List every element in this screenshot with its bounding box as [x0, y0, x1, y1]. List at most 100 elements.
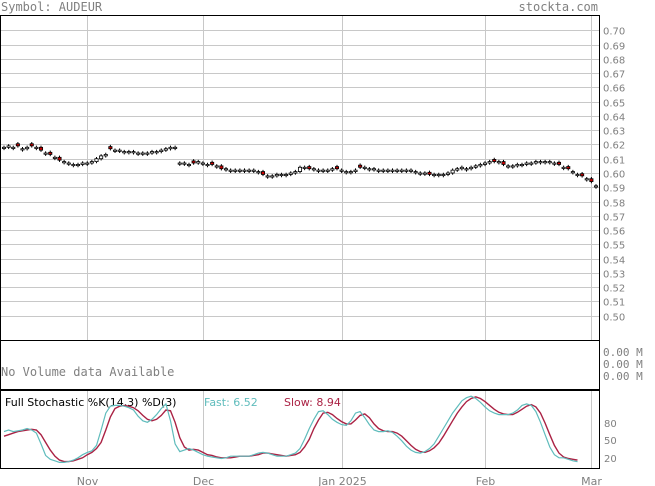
candle-up — [223, 168, 229, 171]
candle-up — [168, 146, 173, 150]
candle-up — [228, 169, 233, 172]
candle-down — [260, 171, 266, 175]
candle-up — [293, 171, 298, 174]
candle-up — [11, 146, 16, 149]
candle-up — [330, 168, 335, 171]
symbol-label: Symbol: AUDEUR — [1, 0, 103, 14]
candle-up — [256, 171, 261, 174]
candle-up — [159, 149, 164, 152]
candle-up — [432, 174, 437, 177]
candle-up — [163, 148, 168, 151]
candle-up — [251, 169, 256, 172]
candle-up — [6, 145, 11, 148]
candle-down — [501, 161, 506, 165]
candle-up — [385, 169, 390, 172]
price-tick-label: 0.69 — [603, 42, 625, 53]
candle-up — [561, 166, 566, 169]
x-axis-label: Feb — [476, 475, 495, 486]
candle-up — [316, 169, 321, 172]
candle-up — [506, 165, 511, 168]
candle-up — [344, 171, 349, 174]
stochastic-fast-line — [3, 395, 578, 463]
stochastic-slow-label: Slow: 8.94 — [284, 396, 341, 409]
candle-up — [552, 162, 557, 165]
candle-up — [538, 161, 543, 164]
candle-up — [103, 154, 108, 157]
candle-down — [556, 161, 562, 165]
candle-up — [75, 164, 81, 167]
candle-up — [89, 161, 94, 164]
candle-up — [112, 149, 118, 152]
price-tick-label: 0.60 — [603, 170, 625, 181]
stochastic-tick: 20 — [604, 454, 617, 465]
stochastic-fast-label: Fast: 6.52 — [204, 396, 258, 409]
candle-up — [288, 172, 293, 175]
volume-message: No Volume data Available — [1, 365, 174, 379]
candle-up — [441, 174, 446, 177]
candle-up — [34, 146, 39, 149]
candle-up — [418, 172, 423, 175]
candle-up — [71, 164, 76, 167]
price-tick-label: 0.70 — [603, 27, 625, 38]
x-axis-label: Nov — [77, 475, 99, 486]
price-tick-label: 0.66 — [603, 84, 625, 95]
candle-up — [52, 156, 57, 159]
price-tick-label: 0.59 — [603, 184, 625, 195]
candle-down — [358, 164, 363, 168]
price-tick-label: 0.57 — [603, 213, 625, 224]
price-tick-label: 0.56 — [603, 227, 625, 238]
candle-up — [302, 166, 307, 169]
candle-up — [496, 161, 501, 164]
candle-up — [570, 171, 575, 174]
candle-up — [390, 169, 395, 172]
price-tick-label: 0.54 — [603, 256, 625, 267]
candle-up — [376, 169, 381, 172]
candle-down — [48, 151, 53, 155]
x-axis-label: Jan 2025 — [317, 475, 366, 486]
candle-up — [450, 169, 455, 174]
candles — [1, 142, 599, 189]
volume-tick: 0.00 M — [603, 370, 643, 383]
candle-up — [482, 162, 488, 165]
candle-up — [145, 152, 150, 155]
price-panel: 0.70 0.69 0.68 0.67 0.66 0.65 0.64 0.63 0.62 0.61… — [0, 15, 625, 341]
candle-up — [274, 174, 279, 177]
candle-up — [547, 161, 552, 164]
candle-up — [469, 166, 474, 170]
candle-up — [99, 155, 104, 160]
price-tick-label: 0.50 — [603, 313, 625, 324]
candle-up — [126, 151, 131, 154]
candle-up — [182, 162, 187, 165]
price-tick-label: 0.51 — [603, 298, 625, 309]
candle-up — [200, 162, 205, 165]
candle-up — [284, 174, 289, 177]
price-tick-label: 0.61 — [603, 156, 625, 167]
candle-down — [29, 143, 34, 147]
candle-up — [395, 169, 400, 172]
candle-down — [15, 143, 20, 147]
candle-up — [533, 161, 538, 164]
candle-up — [62, 161, 67, 164]
candle-up — [371, 168, 377, 171]
candle-up — [464, 168, 469, 171]
candle-up — [131, 151, 136, 154]
candle-up — [510, 165, 515, 168]
price-tick-label: 0.52 — [603, 284, 625, 295]
candle-up — [242, 169, 247, 172]
candle-down — [57, 156, 62, 161]
candle-up — [20, 148, 25, 151]
volume-frame — [0, 340, 600, 390]
price-tick-label: 0.63 — [603, 127, 625, 138]
candle-up — [321, 169, 326, 172]
candle-up — [445, 172, 451, 175]
candle-down — [210, 161, 215, 165]
candle-up — [247, 169, 252, 172]
candle-up — [543, 161, 548, 164]
candle-down — [219, 165, 224, 170]
candle-up — [459, 166, 464, 170]
candle-up — [265, 175, 270, 178]
candle-up — [478, 164, 483, 167]
candle-up — [25, 146, 30, 150]
candle-up — [473, 165, 478, 168]
candle-up — [455, 168, 460, 171]
